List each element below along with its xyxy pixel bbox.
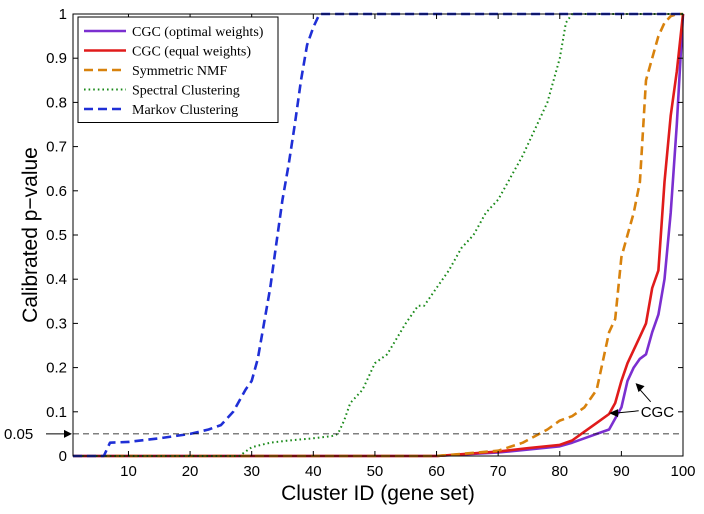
y-tick-label: 0 [59,448,67,465]
series-line-cgc-equal-weights [73,13,685,458]
series-line-symmetric-nmf [73,12,683,458]
y-tick-label: 1 [59,6,67,23]
threshold-label: 0.05 [4,426,33,443]
threshold-arrowhead [64,429,72,438]
series-line-cgc-optimal-weights [73,13,685,458]
x-axis-label: Cluster ID (gene set) [281,482,475,505]
legend-label-markov-clustering: Markov Clustering [132,103,238,118]
y-tick-label: 0.2 [46,360,67,377]
x-tick-label: 30 [243,463,260,480]
annotation-layer: CGC [609,383,674,421]
legend-label-symmetric-nmf: Symmetric NMF [132,64,227,79]
cgc-annotation: CGC [641,404,675,421]
annotation-arrowhead-equal [609,409,619,418]
annotation-arrow-equal [615,410,639,414]
series-line-spectral-clustering [73,13,683,457]
annotation-arrow-optimal [638,387,652,403]
series-line-markov-clustering [73,12,683,458]
x-tick-label: 50 [367,463,384,480]
y-tick-label: 0.3 [46,315,67,332]
legend-label-spectral-clustering: Spectral Clustering [132,84,240,99]
legend-label-cgc-equal-weights: CGC (equal weights) [132,45,251,60]
x-tick-label: 60 [428,463,445,480]
y-tick-label: 0.6 [46,183,67,200]
y-tick-label: 0.5 [46,227,67,244]
legend-box [77,16,279,123]
annotation-arrowhead-optimal [635,383,645,393]
y-tick-label: 0.1 [46,404,67,421]
series-layer [73,12,685,458]
y-tick-label: 0.7 [46,139,67,156]
x-tick-label: 100 [670,463,695,480]
y-axis-label: Calibrated p−value [19,147,42,323]
tick-layer: 10 20 30 40 50 60 70 80 90 100 0 0.1 0.2 0.3 0.4 0.5 0.6… [46,6,695,480]
y-tick-label: 0.8 [46,94,67,111]
threshold-layer: 0.05 [4,426,683,443]
y-tick-label: 0.9 [46,50,67,67]
x-tick-label: 20 [182,463,199,480]
x-tick-label: 90 [613,463,630,480]
legend-label-cgc-optimal-weights: CGC (optimal weights) [132,25,264,40]
x-tick-label: 80 [551,463,568,480]
x-tick-label: 10 [120,463,137,480]
legend: CGC (optimal weights) CGC (equal weights)… [77,16,279,123]
y-tick-label: 0.4 [46,271,67,288]
x-tick-label: 40 [305,463,322,480]
x-tick-label: 70 [490,463,507,480]
